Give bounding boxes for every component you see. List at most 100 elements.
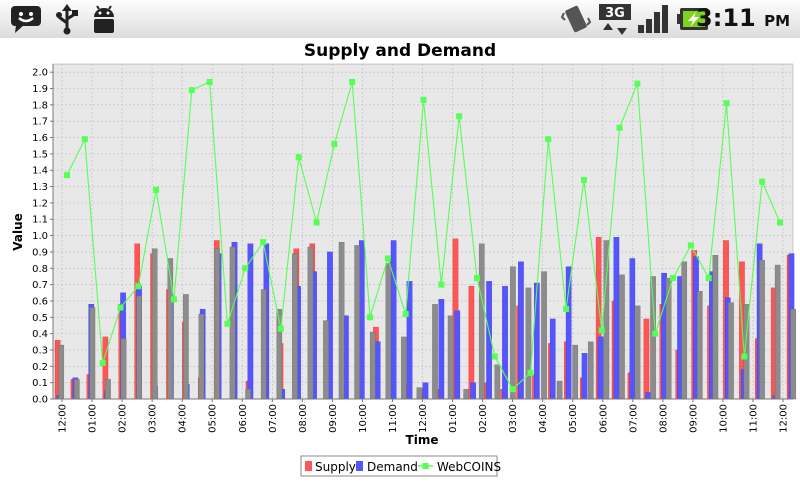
webcoins-point bbox=[349, 78, 356, 85]
y-tick-label: 0.3 bbox=[32, 345, 48, 356]
y-axis-label: Value bbox=[11, 213, 25, 251]
legend: Supply Demand WebCOINS bbox=[300, 455, 501, 477]
bar-demand bbox=[518, 261, 524, 400]
bar-series-3 bbox=[510, 266, 516, 400]
y-tick-label: 0.1 bbox=[32, 378, 48, 389]
bar-supply bbox=[468, 286, 475, 400]
legend-webcoins-marker bbox=[422, 463, 429, 469]
bar-demand bbox=[597, 336, 604, 400]
y-tick-label: 1.7 bbox=[32, 117, 48, 128]
bar-series-3 bbox=[183, 294, 189, 400]
android-debug-icon[interactable] bbox=[88, 3, 120, 35]
bar-demand bbox=[454, 310, 461, 400]
bar-series-3 bbox=[307, 246, 314, 400]
bar-series-3 bbox=[214, 248, 220, 400]
usb-icon[interactable] bbox=[52, 3, 82, 35]
webcoins-point bbox=[277, 325, 284, 332]
x-tick-label: 07:00 bbox=[268, 404, 279, 433]
bar-series-3 bbox=[401, 336, 407, 400]
bar-demand bbox=[549, 318, 556, 400]
bar-series-3 bbox=[697, 290, 703, 400]
y-tick-label: 1.9 bbox=[32, 84, 48, 95]
x-tick-label: 06:00 bbox=[238, 404, 249, 433]
webcoins-point bbox=[473, 275, 480, 282]
chat-notification-icon[interactable] bbox=[8, 3, 44, 35]
x-tick-label: 03:00 bbox=[508, 404, 519, 433]
bar-series-3 bbox=[385, 263, 392, 400]
webcoins-point bbox=[153, 186, 160, 193]
legend-webcoins-label: WebCOINS bbox=[437, 460, 501, 474]
bar-series-3 bbox=[229, 246, 236, 400]
x-tick-label: 02:00 bbox=[478, 404, 489, 433]
bar-series-3 bbox=[260, 289, 267, 400]
bar-series-3 bbox=[728, 302, 734, 400]
webcoins-point bbox=[616, 124, 623, 131]
supply-demand-chart: Supply and Demand 0.00.10.20.30.40.50.60… bbox=[11, 41, 797, 477]
webcoins-point bbox=[367, 314, 374, 321]
bar-series-3 bbox=[556, 380, 563, 400]
bar-series-3 bbox=[759, 259, 765, 400]
x-tick-label: 06:00 bbox=[598, 404, 609, 433]
x-axis-ticks: 12:00 01:00 02:00 03:00 04:00 05:00 06:00 07:00… bbox=[58, 399, 790, 433]
bar-series-3 bbox=[572, 344, 579, 400]
chart-title: Supply and Demand bbox=[304, 41, 496, 61]
x-tick-label: 10:00 bbox=[358, 404, 369, 433]
y-tick-label: 1.3 bbox=[32, 182, 48, 193]
legend-supply-label: Supply bbox=[315, 460, 356, 474]
x-tick-label: 04:00 bbox=[538, 404, 549, 433]
signal-icon bbox=[638, 5, 668, 33]
webcoins-point bbox=[598, 327, 605, 334]
legend-demand-label: Demand bbox=[367, 460, 418, 474]
webcoins-point bbox=[438, 281, 445, 288]
webcoins-point bbox=[242, 265, 249, 272]
webcoins-point bbox=[188, 87, 195, 94]
bar-series-3 bbox=[58, 344, 65, 400]
bar-series-3 bbox=[681, 261, 688, 400]
webcoins-point bbox=[260, 239, 267, 246]
bar-demand bbox=[390, 240, 397, 400]
x-tick-label: 01:00 bbox=[88, 404, 99, 433]
x-tick-label: 02:00 bbox=[118, 404, 129, 433]
x-tick-label: 12:00 bbox=[779, 404, 790, 433]
webcoins-point bbox=[99, 360, 106, 367]
x-tick-label: 10:00 bbox=[718, 404, 729, 433]
bar-series-3 bbox=[323, 320, 329, 400]
webcoins-point bbox=[206, 78, 213, 85]
x-tick-label: 11:00 bbox=[748, 404, 759, 433]
bar-series-3 bbox=[338, 241, 345, 400]
bar-series-3 bbox=[151, 248, 158, 400]
y-tick-label: 0.0 bbox=[32, 395, 48, 406]
x-tick-label: 03:00 bbox=[148, 404, 159, 433]
x-tick-label: 09:00 bbox=[328, 404, 339, 433]
bar-series-3 bbox=[74, 379, 80, 400]
bar-series-3 bbox=[432, 304, 438, 400]
webcoins-point bbox=[545, 136, 552, 143]
bar-series-3 bbox=[463, 389, 469, 400]
bar-series-3 bbox=[136, 295, 142, 400]
y-tick-label: 0.5 bbox=[32, 313, 48, 324]
bar-series-3 bbox=[712, 255, 719, 400]
webcoins-point bbox=[741, 353, 748, 360]
webcoins-line-series bbox=[64, 78, 783, 393]
bar-series-3 bbox=[603, 240, 610, 400]
3g-data-icon: 3G bbox=[599, 4, 631, 35]
webcoins-point bbox=[687, 242, 694, 249]
webcoins-point bbox=[313, 219, 320, 226]
bar-series-3 bbox=[525, 287, 532, 400]
y-tick-label: 1.1 bbox=[32, 215, 48, 226]
bar-series-3 bbox=[494, 364, 501, 400]
webcoins-point bbox=[64, 172, 70, 179]
y-tick-label: 0.8 bbox=[32, 264, 48, 275]
bar-supply bbox=[643, 318, 650, 400]
webcoins-point bbox=[135, 283, 142, 290]
y-tick-label: 2.0 bbox=[32, 68, 48, 79]
y-tick-label: 1.5 bbox=[32, 149, 48, 160]
x-tick-label: 12:00 bbox=[58, 404, 69, 433]
y-tick-label: 1.6 bbox=[32, 133, 48, 144]
x-tick-label: 07:00 bbox=[628, 404, 639, 433]
webcoins-point bbox=[117, 304, 124, 311]
webcoins-point bbox=[81, 136, 88, 143]
x-tick-label: 08:00 bbox=[658, 404, 669, 433]
bar-series-3 bbox=[105, 379, 111, 400]
webcoins-point bbox=[723, 100, 730, 107]
